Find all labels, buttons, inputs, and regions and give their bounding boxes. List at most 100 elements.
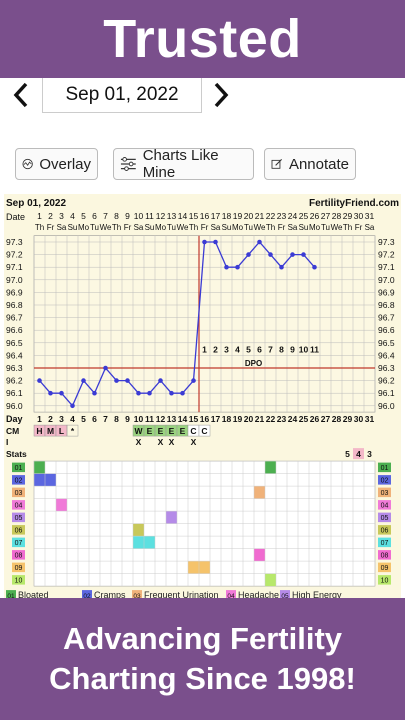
- symptom-row-code-right: 07: [381, 540, 389, 547]
- day-number: 27: [321, 414, 331, 424]
- legend-code: 05: [281, 593, 289, 598]
- temp-tick-left: 96.0: [6, 401, 23, 411]
- day-number: 13: [167, 414, 177, 424]
- chevron-right-icon: [214, 82, 229, 108]
- temperature-point: [191, 378, 196, 383]
- symptom-row-code-left: 01: [15, 465, 23, 472]
- symptom-row-swatch-left: [12, 462, 25, 473]
- symptom-mark: [188, 561, 199, 574]
- date-number: 28: [332, 211, 342, 221]
- intercourse-mark: X: [191, 437, 197, 447]
- symptom-row-code-right: 09: [381, 565, 389, 572]
- symptom-row-swatch-left: [12, 512, 25, 523]
- intercourse-mark: X: [136, 437, 142, 447]
- date-number: 31: [365, 211, 375, 221]
- dpo-number: 3: [224, 344, 229, 354]
- symptom-row-code-right: 05: [381, 515, 389, 522]
- date-number: 16: [200, 211, 210, 221]
- weekday-label: We: [177, 223, 189, 232]
- legend-code: 02: [83, 593, 91, 598]
- temperature-point: [224, 264, 229, 270]
- symptom-row-swatch-left: [12, 487, 25, 498]
- symptom-row-code-left: 09: [15, 565, 23, 572]
- legend-code: 01: [7, 593, 15, 598]
- day-number: 7: [103, 414, 108, 424]
- symptom-mark: [166, 511, 177, 524]
- weekday-label: Su: [145, 223, 155, 232]
- overlay-icon: [22, 158, 33, 170]
- intercourse-mark: X: [169, 437, 175, 447]
- temperature-point: [246, 252, 251, 257]
- intercourse-mark: X: [158, 437, 164, 447]
- temp-tick-right: 96.3: [378, 363, 395, 373]
- day-number: 18: [222, 414, 232, 424]
- dpo-number: 4: [235, 344, 240, 354]
- legend-label: High Energy: [292, 590, 342, 598]
- chart-date: Sep 01, 2022: [6, 198, 66, 209]
- dpo-number: 8: [279, 344, 284, 354]
- day-number: 30: [354, 414, 364, 424]
- annotate-button[interactable]: Annotate: [264, 148, 356, 180]
- top-banner-text: Trusted: [103, 9, 302, 69]
- date-number: 24: [288, 211, 298, 221]
- day-number: 12: [156, 414, 166, 424]
- dpo-number: 2: [213, 344, 218, 354]
- symptom-mark: [199, 561, 210, 574]
- dpo-number: 7: [268, 344, 273, 354]
- weekday-label: Mo: [232, 223, 244, 232]
- temp-tick-right: 96.2: [378, 376, 395, 386]
- date-label: Sep 01, 2022: [65, 84, 179, 105]
- previous-day-button[interactable]: [12, 80, 30, 118]
- temperature-point: [92, 390, 97, 396]
- temperature-point: [301, 252, 306, 257]
- day-number: 29: [343, 414, 353, 424]
- weekday-label: Tu: [167, 223, 176, 232]
- day-number: 1: [37, 414, 42, 424]
- date-display[interactable]: Sep 01, 2022: [42, 78, 202, 113]
- overlay-button[interactable]: Overlay: [15, 148, 98, 180]
- day-number: 24: [288, 414, 298, 424]
- weekday-label: Fr: [47, 223, 55, 232]
- date-number: 26: [310, 211, 320, 221]
- temp-grid-area: [33, 235, 376, 413]
- cm-code: W: [134, 426, 143, 436]
- dpo-number: 5: [246, 344, 251, 354]
- symptom-row-code-right: 02: [381, 478, 389, 485]
- legend-swatch: [280, 590, 290, 598]
- symptom-row-code-right: 10: [381, 578, 389, 585]
- date-number: 12: [156, 211, 166, 221]
- weekday-label: Sa: [288, 223, 298, 232]
- symptom-row-code-right: 04: [381, 503, 389, 510]
- symptom-row-swatch-right: [378, 562, 391, 573]
- symptom-mark: [265, 573, 276, 587]
- symptom-mark: [254, 548, 265, 562]
- weekday-label: Th: [266, 223, 275, 232]
- weekday-label: Mo: [309, 223, 321, 232]
- top-banner: Trusted: [0, 0, 405, 78]
- temperature-point: [169, 390, 174, 396]
- symptom-row-code-left: 02: [15, 478, 23, 485]
- legend-swatch: [132, 590, 142, 598]
- symptom-row-swatch-right: [378, 512, 391, 523]
- temp-tick-right: 96.1: [378, 388, 395, 398]
- intercourse-row-label: I: [6, 437, 8, 447]
- dpo-number: 11: [310, 344, 319, 354]
- temp-tick-left: 97.3: [6, 237, 23, 247]
- temp-tick-right: 97.2: [378, 250, 395, 260]
- next-day-button[interactable]: [212, 80, 230, 118]
- temperature-point: [48, 390, 53, 396]
- day-number: 28: [332, 414, 342, 424]
- overlay-label: Overlay: [39, 155, 91, 173]
- chart-toolbar: Overlay Charts Like Mine Annotate: [0, 147, 405, 182]
- day-number: 16: [200, 414, 210, 424]
- stats-row-label: Stats: [6, 449, 27, 459]
- temp-tick-right: 96.8: [378, 300, 395, 310]
- symptom-row-code-left: 10: [15, 578, 23, 585]
- symptom-mark: [144, 536, 155, 549]
- temperature-line: [39, 241, 315, 408]
- dpo-label: DPO: [245, 359, 262, 368]
- charts-like-mine-button[interactable]: Charts Like Mine: [113, 147, 254, 181]
- weekday-label: Tu: [244, 223, 253, 232]
- weekday-label: Th: [343, 223, 352, 232]
